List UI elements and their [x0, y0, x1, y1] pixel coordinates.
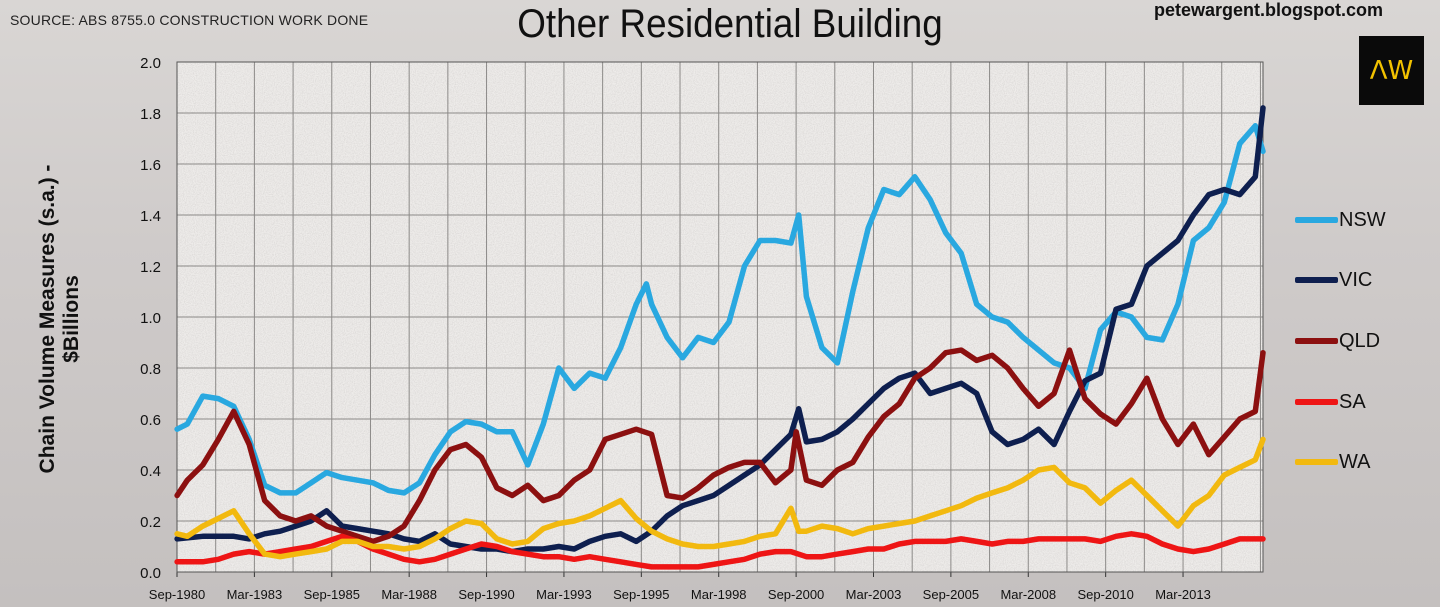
- y-tick-label: 1.6: [140, 157, 161, 174]
- legend-swatch: [1295, 459, 1338, 465]
- x-tick-label: Sep-1985: [304, 587, 360, 602]
- site-url[interactable]: petewargent.blogspot.com: [1153, 0, 1383, 20]
- legend-label: WA: [1339, 450, 1371, 473]
- legend-swatch: [1295, 217, 1338, 223]
- x-tick-label: Mar-1998: [691, 587, 747, 602]
- legend-item-qld: QLD: [1295, 329, 1380, 353]
- y-tick-label: 1.8: [140, 106, 161, 123]
- x-tick-label: Mar-1988: [381, 587, 437, 602]
- y-tick-label: 2.0: [140, 55, 161, 72]
- y-tick-label: 0.4: [140, 463, 161, 480]
- legend-swatch: [1295, 277, 1338, 283]
- x-tick-label: Mar-2013: [1155, 587, 1211, 602]
- legend-item-sa: SA: [1295, 390, 1366, 414]
- x-tick-label: Sep-1980: [149, 587, 205, 602]
- legend-label: VIC: [1339, 268, 1373, 291]
- x-tick-label: Mar-2008: [1000, 587, 1056, 602]
- logo-text: ΛW: [1369, 55, 1414, 86]
- series-line-qld: [174, 347, 1266, 545]
- legend-item-vic: VIC: [1295, 268, 1372, 292]
- series-line-vic: [174, 105, 1266, 555]
- x-tick-label: Sep-2010: [1077, 587, 1133, 602]
- y-tick-label: 1.0: [140, 310, 161, 327]
- y-tick-label: 0.0: [140, 565, 161, 582]
- x-tick-label: Sep-2000: [768, 587, 824, 602]
- x-tick-label: Mar-1983: [227, 587, 283, 602]
- legend-item-wa: WA: [1295, 450, 1370, 474]
- x-tick-label: Sep-1995: [613, 587, 669, 602]
- aw-logo: ΛW: [1359, 36, 1424, 105]
- y-tick-label: 1.2: [140, 259, 161, 276]
- legend-item-nsw: NSW: [1295, 208, 1386, 232]
- x-tick-label: Mar-1993: [536, 587, 592, 602]
- x-tick-label: Sep-1990: [458, 587, 514, 602]
- y-tick-label: 0.6: [140, 412, 161, 429]
- legend-swatch: [1295, 399, 1338, 405]
- legend-label: NSW: [1339, 208, 1386, 231]
- source-note: SOURCE: ABS 8755.0 CONSTRUCTION WORK DON…: [10, 12, 369, 28]
- y-tick-label: 1.4: [140, 208, 161, 225]
- legend-swatch: [1295, 338, 1338, 344]
- legend-label: QLD: [1339, 329, 1381, 352]
- x-tick-label: Sep-2005: [923, 587, 979, 602]
- chart-title: Other Residential Building: [517, 2, 943, 46]
- plot-border: [176, 61, 1264, 573]
- y-tick-label: 0.2: [140, 514, 161, 531]
- legend-label: SA: [1339, 390, 1366, 413]
- series-line-wa: [174, 436, 1266, 560]
- y-tick-label: 0.8: [140, 361, 161, 378]
- x-tick-label: Mar-2003: [846, 587, 902, 602]
